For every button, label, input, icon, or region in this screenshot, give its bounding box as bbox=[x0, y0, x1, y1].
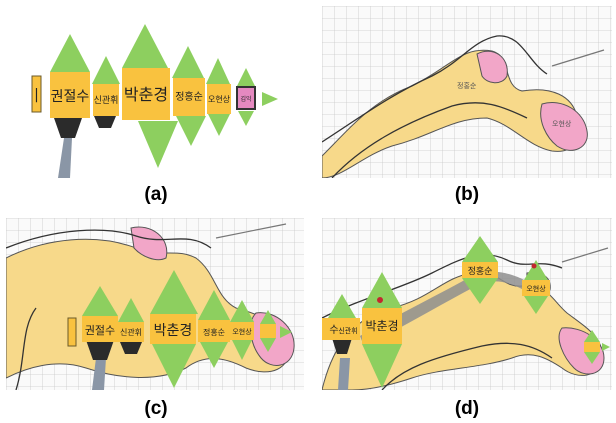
name-label-3: 박춘경 bbox=[154, 323, 193, 339]
name-label-1: 권절수 bbox=[85, 324, 115, 337]
bar-glyph: | bbox=[34, 87, 39, 103]
map-label-2: 오현상 bbox=[552, 119, 572, 128]
caption-b: (b) bbox=[397, 184, 537, 206]
name-label-3: 박춘경 bbox=[365, 319, 398, 333]
marker-dot-2 bbox=[532, 264, 537, 269]
name-label-2: 신관휘 bbox=[94, 95, 119, 106]
caption-a: (a) bbox=[86, 184, 226, 206]
name-label-2: 신관휘 bbox=[120, 327, 142, 337]
panel-a: | 권절수 신관휘 박춘경 정홍순 오현상 김익 bbox=[12, 6, 302, 178]
name-box-6 bbox=[584, 342, 600, 352]
panel-d-map: 수 신관휘 박춘경 정홍순 오현상 bbox=[322, 218, 612, 390]
map-label-1: 정홍순 bbox=[457, 81, 477, 90]
name-label-6: 김익 bbox=[240, 95, 251, 103]
panel-b-map: 정홍순 오현상 bbox=[322, 6, 612, 178]
panel-c-map: 권절수 신관휘 박춘경 정홍순 오현상 bbox=[6, 218, 304, 390]
bar-box bbox=[68, 318, 76, 346]
name-label-1: 수 bbox=[329, 324, 338, 336]
name-label-1: 권절수 bbox=[51, 89, 90, 105]
pole-shape bbox=[338, 358, 350, 390]
panel-c: 권절수 신관휘 박춘경 정홍순 오현상 bbox=[6, 218, 304, 390]
name-label-4: 정홍순 bbox=[175, 90, 203, 103]
panel-a-figure: | 권절수 신관휘 박춘경 정홍순 오현상 김익 bbox=[12, 6, 302, 178]
name-label-3: 박춘경 bbox=[124, 85, 168, 104]
name-label-5: 오현상 bbox=[526, 284, 546, 293]
name-label-5: 오현상 bbox=[208, 94, 231, 104]
name-label-4: 정홍순 bbox=[203, 327, 225, 337]
marker-dot-1 bbox=[377, 297, 383, 303]
name-label-4: 정홍순 bbox=[468, 265, 493, 277]
name-box-6 bbox=[260, 324, 276, 338]
name-label-5: 오현상 bbox=[232, 327, 252, 336]
caption-c: (c) bbox=[86, 398, 226, 420]
panel-b: 정홍순 오현상 bbox=[322, 6, 612, 178]
panel-d: 수 신관휘 박춘경 정홍순 오현상 bbox=[322, 218, 612, 390]
caption-d: (d) bbox=[397, 398, 537, 420]
name-label-2: 신관휘 bbox=[338, 326, 357, 335]
